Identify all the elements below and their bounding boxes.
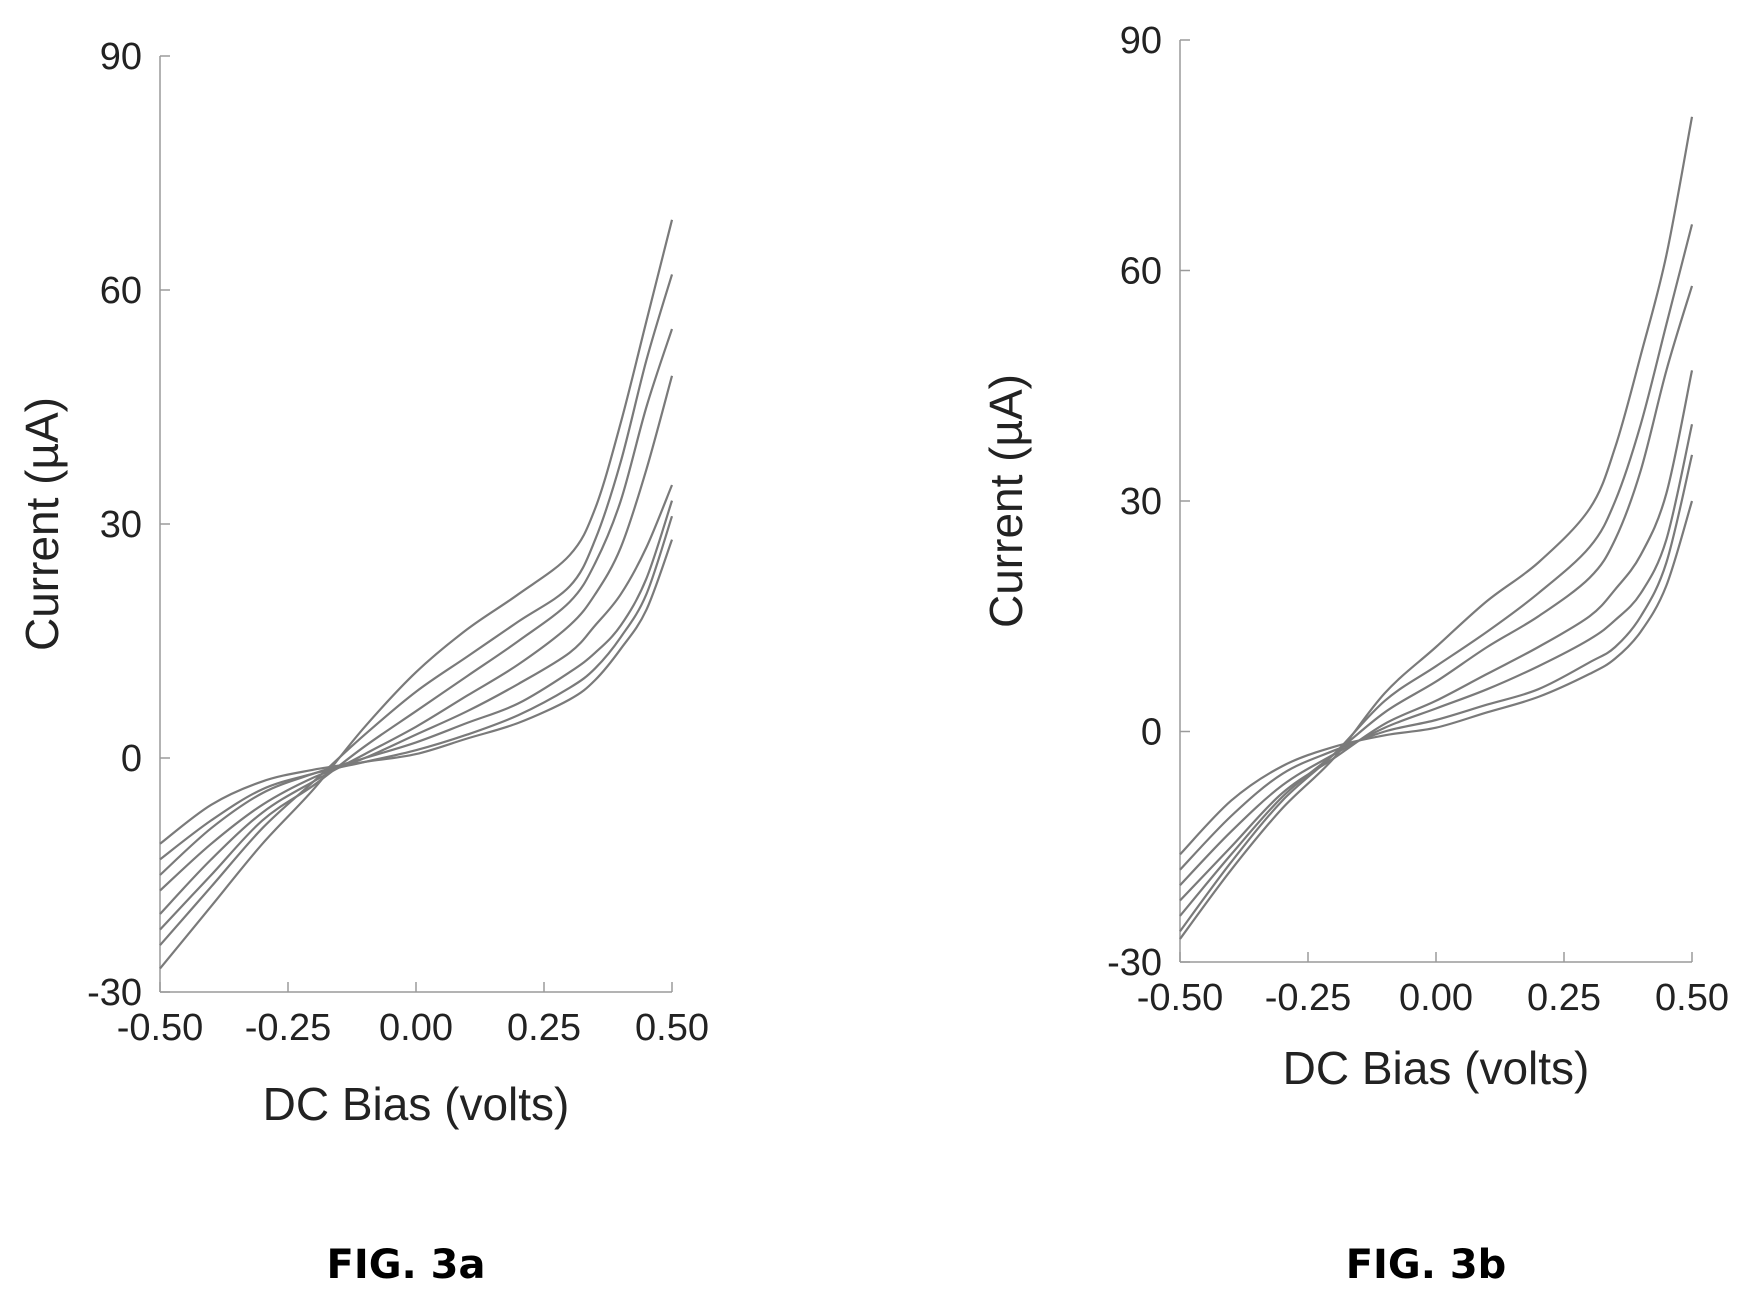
iv-curve-1 xyxy=(159,539,674,845)
x-tick-label: -0.50 xyxy=(117,1007,204,1049)
figure-caption: FIG. 3b xyxy=(1346,1242,1507,1288)
y-tick-label: 60 xyxy=(1120,251,1162,293)
x-tick-label: 0.50 xyxy=(1655,977,1729,1019)
x-tick-label: 0.00 xyxy=(379,1007,453,1049)
y-tick-label: 90 xyxy=(100,36,142,78)
y-axis-title: Current (µA) xyxy=(980,374,1032,628)
iv-curve-1 xyxy=(1179,500,1694,856)
y-tick-label: 90 xyxy=(1120,20,1162,62)
iv-curve-2 xyxy=(159,515,674,861)
iv-curve-6 xyxy=(1179,224,1694,932)
y-tick-label: 30 xyxy=(100,504,142,546)
iv-curve-7 xyxy=(159,274,674,946)
y-tick-label: 30 xyxy=(1120,481,1162,523)
x-tick-label: -0.25 xyxy=(245,1007,332,1049)
x-tick-label: 0.50 xyxy=(635,1007,709,1049)
chart-fig-3b: -30 0 30 60 90 -0.50 -0.25 0.00 0.25 0.50 DC Bias … xyxy=(980,20,1729,1288)
iv-curve-5 xyxy=(1179,285,1694,917)
iv-curve-3 xyxy=(1179,423,1694,886)
iv-curve-6 xyxy=(159,328,674,931)
iv-curve-4 xyxy=(159,484,674,892)
chart-fig-3a: -30 0 30 60 90 -0.50 -0.25 0.00 0.25 0.50 DC Bias … xyxy=(16,36,709,1288)
iv-curve-4 xyxy=(1179,370,1694,902)
y-tick-label: 60 xyxy=(100,270,142,312)
x-axis-title: DC Bias (volts) xyxy=(1283,1042,1590,1094)
iv-curve-5 xyxy=(159,375,674,915)
x-tick-label: 0.25 xyxy=(1527,977,1601,1019)
x-tick-label: 0.00 xyxy=(1399,977,1473,1019)
iv-curve-3 xyxy=(159,500,674,876)
iv-curve-7 xyxy=(1179,116,1694,940)
x-axis-title: DC Bias (volts) xyxy=(263,1078,570,1130)
y-tick-label: 0 xyxy=(121,738,142,780)
y-tick-label: -30 xyxy=(87,972,142,1014)
y-axis-title: Current (µA) xyxy=(16,397,68,651)
x-tick-label: -0.50 xyxy=(1137,977,1224,1019)
x-tick-label: -0.25 xyxy=(1265,977,1352,1019)
figure-caption: FIG. 3a xyxy=(327,1242,486,1288)
y-tick-label: 0 xyxy=(1141,712,1162,754)
iv-curve-8 xyxy=(159,219,674,970)
y-tick-label: -30 xyxy=(1107,942,1162,984)
iv-curve-2 xyxy=(1179,454,1694,871)
x-tick-label: 0.25 xyxy=(507,1007,581,1049)
